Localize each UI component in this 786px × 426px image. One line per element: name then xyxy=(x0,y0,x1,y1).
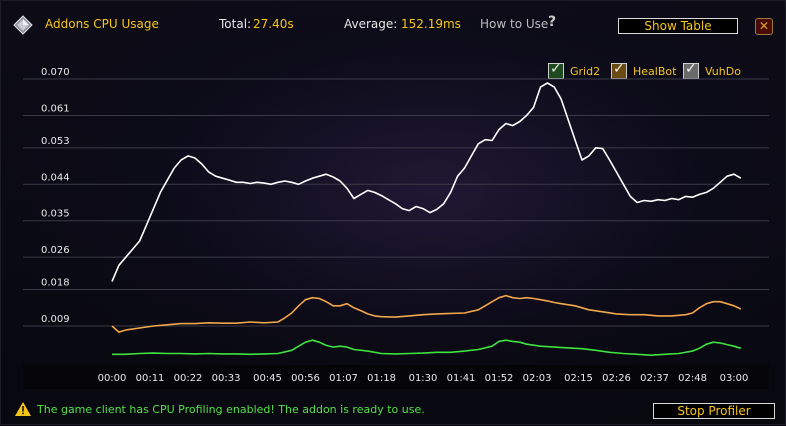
y-tick-label: 0.026 xyxy=(41,245,70,256)
check-icon: ✓ xyxy=(613,61,625,77)
gem-icon xyxy=(13,15,33,35)
how-to-use-link[interactable]: How to Use xyxy=(480,17,549,31)
x-tick-label: 01:18 xyxy=(367,373,396,384)
x-tick-label: 02:03 xyxy=(523,373,552,384)
average-label: Average: xyxy=(344,17,398,31)
y-tick-label: 0.044 xyxy=(41,172,70,183)
y-tick-label: 0.070 xyxy=(41,67,70,78)
show-table-button[interactable]: Show Table xyxy=(618,18,738,34)
x-tick-label: 00:33 xyxy=(212,373,241,384)
y-tick-label: 0.035 xyxy=(41,209,70,220)
x-tick-label: 00:56 xyxy=(291,373,320,384)
check-icon: ✓ xyxy=(550,61,562,77)
question-icon[interactable]: ? xyxy=(548,14,557,30)
total-value: 27.40s xyxy=(253,17,294,31)
x-tick-label: 00:00 xyxy=(98,373,127,384)
x-tick-label: 02:48 xyxy=(678,373,707,384)
stop-profiler-button[interactable]: Stop Profiler xyxy=(653,403,775,419)
x-tick-label: 00:11 xyxy=(136,373,165,384)
x-tick-label: 03:00 xyxy=(720,373,749,384)
x-tick-label: 01:07 xyxy=(329,373,358,384)
x-tick-label: 01:30 xyxy=(409,373,438,384)
close-icon[interactable]: ✕ xyxy=(755,18,773,35)
series-line-healbot xyxy=(111,294,742,333)
x-tick-label: 02:15 xyxy=(564,373,593,384)
x-tick-label: 00:22 xyxy=(174,373,203,384)
total-label: Total: xyxy=(219,17,252,31)
x-tick-label: 01:41 xyxy=(447,373,476,384)
x-axis-strip xyxy=(23,365,769,389)
legend-label-vuhdo: VuhDo xyxy=(705,65,741,78)
average-value: 152.19ms xyxy=(401,17,461,31)
y-tick-label: 0.053 xyxy=(41,136,70,147)
y-tick-label: 0.061 xyxy=(41,103,70,114)
status-message: The game client has CPU Profiling enable… xyxy=(37,403,425,416)
x-tick-label: 02:26 xyxy=(602,373,631,384)
window-title: Addons CPU Usage xyxy=(45,17,159,31)
x-tick-label: 01:52 xyxy=(485,373,514,384)
series-line-vuhdo xyxy=(111,82,742,282)
y-tick-label: 0.009 xyxy=(41,314,70,325)
x-tick-label: 02:37 xyxy=(640,373,669,384)
x-tick-label: 00:45 xyxy=(253,373,282,384)
series-line-grid2 xyxy=(112,339,742,357)
y-tick-label: 0.018 xyxy=(41,278,70,289)
check-icon: ✓ xyxy=(685,61,697,77)
legend-label-healbot: HealBot xyxy=(633,65,677,78)
warning-icon xyxy=(15,402,31,416)
legend-label-grid2: Grid2 xyxy=(570,65,601,78)
